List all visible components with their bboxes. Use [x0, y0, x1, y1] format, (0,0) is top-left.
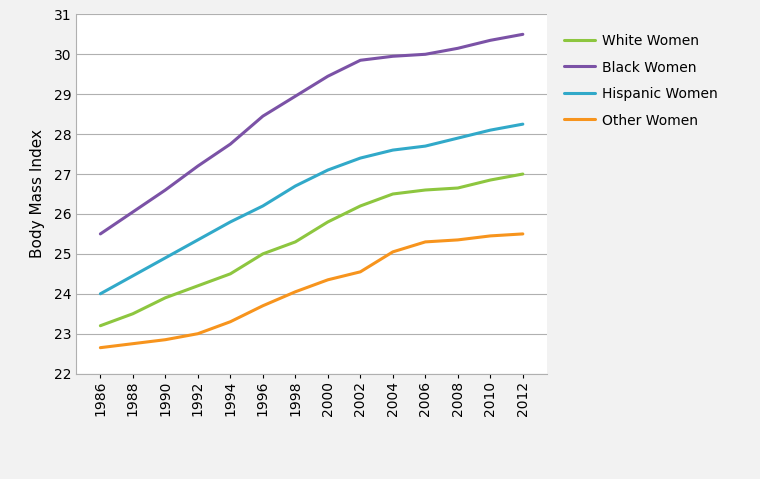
White Women	[193, 283, 202, 289]
Other Women	[258, 303, 268, 308]
Other Women	[96, 345, 105, 351]
White Women	[388, 191, 397, 197]
Hispanic Women	[518, 121, 527, 127]
Black Women	[291, 93, 300, 99]
Other Women	[193, 331, 202, 337]
Hispanic Women	[161, 255, 170, 261]
White Women	[518, 171, 527, 177]
Black Women	[128, 209, 138, 215]
Black Women	[486, 37, 495, 43]
White Women	[453, 185, 462, 191]
Black Women	[453, 46, 462, 51]
Hispanic Women	[193, 237, 202, 243]
Black Women	[226, 141, 235, 147]
Black Women	[258, 114, 268, 119]
Hispanic Women	[388, 147, 397, 153]
Legend: White Women, Black Women, Hispanic Women, Other Women: White Women, Black Women, Hispanic Women…	[559, 28, 724, 133]
Hispanic Women	[421, 143, 430, 149]
White Women	[128, 311, 138, 317]
White Women	[96, 323, 105, 329]
Hispanic Women	[486, 127, 495, 133]
Hispanic Women	[453, 135, 462, 141]
Black Women	[193, 163, 202, 169]
Hispanic Women	[128, 273, 138, 279]
Hispanic Women	[96, 291, 105, 297]
Black Women	[161, 187, 170, 193]
Black Women	[388, 54, 397, 59]
Hispanic Women	[291, 183, 300, 189]
Other Women	[518, 231, 527, 237]
Hispanic Women	[323, 167, 332, 173]
White Women	[323, 219, 332, 225]
Other Women	[453, 237, 462, 243]
Line: Hispanic Women: Hispanic Women	[100, 124, 523, 294]
Other Women	[486, 233, 495, 239]
Line: White Women: White Women	[100, 174, 523, 326]
Black Women	[518, 32, 527, 37]
Other Women	[421, 239, 430, 245]
White Women	[258, 251, 268, 257]
Hispanic Women	[258, 203, 268, 209]
Hispanic Women	[226, 219, 235, 225]
Hispanic Women	[356, 155, 365, 161]
Other Women	[388, 249, 397, 255]
Line: Black Women: Black Women	[100, 34, 523, 234]
Y-axis label: Body Mass Index: Body Mass Index	[30, 129, 45, 259]
White Women	[226, 271, 235, 277]
Other Women	[356, 269, 365, 275]
Black Women	[356, 57, 365, 63]
Line: Other Women: Other Women	[100, 234, 523, 348]
White Women	[291, 239, 300, 245]
Black Women	[96, 231, 105, 237]
Other Women	[128, 341, 138, 347]
White Women	[161, 295, 170, 301]
White Women	[421, 187, 430, 193]
White Women	[356, 203, 365, 209]
Black Women	[323, 73, 332, 79]
Other Women	[323, 277, 332, 283]
Other Women	[291, 289, 300, 295]
Other Women	[161, 337, 170, 342]
Black Women	[421, 51, 430, 57]
Other Women	[226, 319, 235, 325]
White Women	[486, 177, 495, 183]
